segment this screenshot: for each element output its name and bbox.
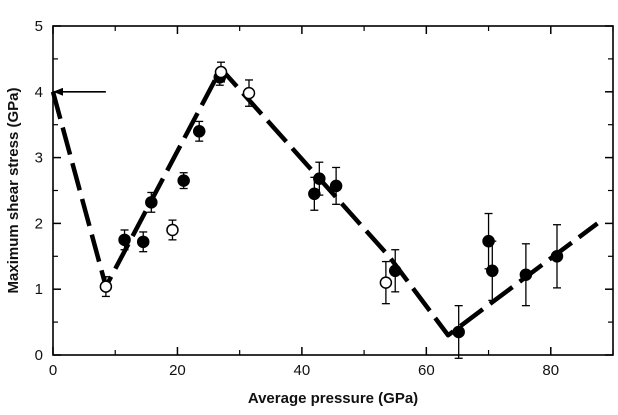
data-point	[329, 166, 343, 205]
x-tick-label: 80	[542, 362, 559, 379]
y-axis-title: Maximum shear stress (GPa)	[5, 88, 22, 294]
y-tick-label: 5	[35, 18, 43, 35]
open-marker	[214, 65, 228, 79]
data-point	[99, 276, 113, 298]
filled-marker	[388, 264, 402, 278]
open-marker	[166, 223, 179, 237]
data-point	[242, 79, 256, 107]
data-point	[452, 304, 465, 359]
x-tick-label: 40	[294, 362, 311, 379]
filled-marker	[145, 196, 158, 209]
data-point	[214, 61, 228, 83]
filled-marker	[308, 187, 321, 201]
x-tick-label: 60	[418, 362, 435, 379]
trend-line	[50, 66, 599, 338]
data-point	[192, 120, 206, 142]
data-point	[166, 219, 179, 241]
data-point	[486, 240, 499, 302]
filled-marker	[313, 172, 326, 185]
data-point	[118, 229, 131, 251]
data-point	[177, 172, 190, 190]
axis-ticks-layer	[52, 25, 614, 356]
data-point	[550, 224, 564, 289]
data-point	[519, 243, 533, 307]
y-tick-label: 2	[35, 215, 43, 232]
data-point	[136, 231, 150, 253]
filled-marker	[177, 174, 190, 187]
data-point	[145, 191, 158, 213]
y-tick-label: 3	[35, 150, 43, 167]
trend-line-layer	[50, 66, 599, 338]
data-point	[379, 260, 393, 305]
filled-marker	[192, 125, 206, 138]
y-tick-label: 0	[35, 347, 43, 364]
x-axis-title: Average pressure (GPa)	[248, 390, 418, 407]
open-marker	[99, 280, 113, 293]
open-marker	[242, 86, 256, 100]
y-tick-label: 1	[35, 281, 43, 298]
data-point	[313, 161, 326, 196]
filled-marker	[136, 235, 150, 249]
filled-marker	[519, 268, 533, 281]
x-tick-label: 0	[49, 362, 57, 379]
tick-labels-layer: 0 20 40 60 80 0 1 2 3 4 5	[35, 18, 559, 379]
data-point	[388, 249, 402, 293]
open-marker	[379, 276, 393, 289]
filled-marker	[329, 179, 343, 193]
filled-marker	[118, 233, 131, 247]
filled-marker	[452, 325, 465, 339]
filled-marker	[486, 264, 499, 278]
filled-marker	[550, 250, 564, 263]
data-points-layer	[99, 61, 564, 359]
x-tick-label: 20	[169, 362, 186, 379]
y-tick-label: 4	[35, 84, 43, 101]
